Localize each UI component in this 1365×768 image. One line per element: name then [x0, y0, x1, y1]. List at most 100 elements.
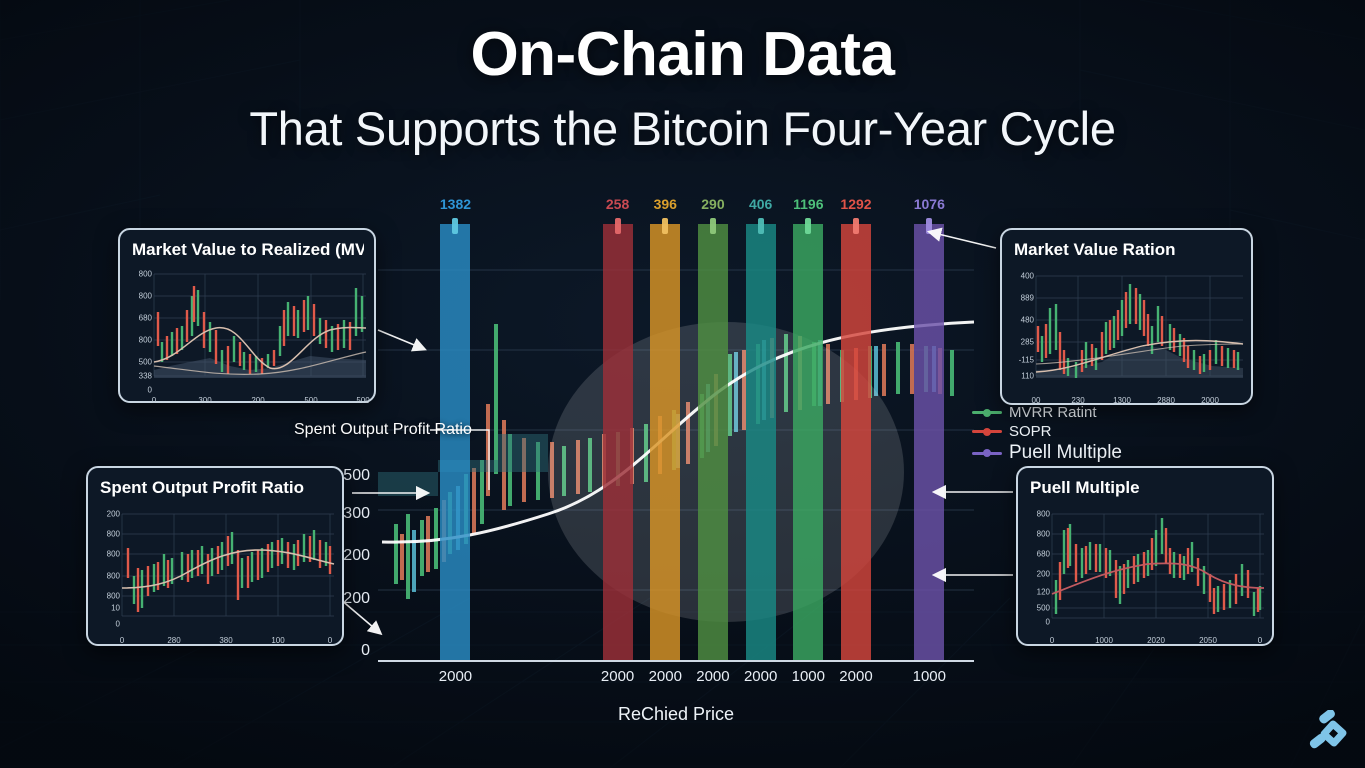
band-1292[interactable]	[840, 224, 871, 660]
card-puell-y-4: 120	[1036, 587, 1050, 597]
card-puell-y-6: 0	[1045, 617, 1050, 627]
card-mvrv-y-4: 500	[138, 357, 152, 367]
card-mvrv-x-3: 500	[304, 396, 318, 405]
legend-label-puell: Puell Multiple	[1009, 442, 1122, 463]
card-title-market-value-ration: Market Value Ration	[1014, 240, 1176, 259]
x-tick-label-3: 2000	[696, 668, 730, 685]
band-tick-7	[852, 218, 859, 234]
band-tick-1	[452, 218, 459, 234]
x-tick-label-0: 2000	[438, 668, 473, 685]
card-mvrv-x-0: 0	[151, 396, 157, 405]
legend-swatch-puell	[972, 449, 1002, 457]
card-mvr-x-0: 00	[1031, 396, 1041, 405]
card-plot-market-value-ration: 400 889 480 285 -115 110 00 230 1300 288…	[1012, 266, 1244, 405]
band-258[interactable]	[602, 224, 633, 660]
band-label-1292: 1292	[840, 196, 872, 212]
card-plot-mvrv: 800 800 680 800 500 338 0 0 300 200 500 …	[130, 266, 370, 406]
y-tick-label-5: 300	[343, 504, 370, 522]
band-tick-3	[662, 218, 669, 234]
card-title-mvrv: Market Value to Realized (MVRV (H)	[132, 240, 364, 259]
x-tick-label-5: 1000	[791, 668, 825, 685]
callout-card-market-value-ration[interactable]: Market Value Ration	[1000, 228, 1253, 405]
card-mvrv-y-3: 800	[138, 335, 152, 345]
card-sopr-y-6: 0	[115, 619, 120, 629]
y-tick-label-8: 0	[361, 642, 370, 659]
card-sopr-y-0: 200	[106, 509, 120, 519]
card-puell-x-2: 2020	[1147, 636, 1165, 645]
inline-note-spent-output-profit-ratio: Spent Output Profit Ratio	[294, 421, 472, 438]
brand-logo-icon	[1309, 710, 1347, 749]
band-label-406: 406	[748, 196, 773, 212]
title-block: On-Chain Data That Supports the Bitcoin …	[0, 22, 1365, 156]
x-axis-line	[378, 660, 974, 662]
card-puell-y-2: 680	[1036, 549, 1050, 559]
band-tick-8	[926, 218, 933, 234]
callout-card-mvrv-top-left[interactable]: Market Value to Realized (MVRV (H)	[118, 228, 376, 406]
band-396[interactable]	[650, 224, 681, 660]
callout-card-puell-multiple[interactable]: Puell Multiple	[1016, 466, 1274, 646]
main-chart: 1382 258 396 290 406 1196 1292 1076 1000…	[334, 196, 974, 724]
band-1196[interactable]	[793, 224, 824, 660]
x-tick-label-7: 1000	[912, 668, 946, 685]
chart-legend: MVRR Ratint SOPR Puell Multiple	[972, 404, 1122, 466]
y-tick-label-4: 500	[343, 467, 370, 484]
band-label-1196: 1196	[793, 196, 824, 212]
card-mvrv-x-2: 200	[251, 396, 265, 405]
band-label-1076: 1076	[913, 196, 945, 212]
card-sopr-x-2: 380	[219, 636, 233, 645]
legend-item-puell-multiple[interactable]: Puell Multiple	[972, 442, 1122, 464]
y-tick-label-6: 200	[343, 547, 370, 564]
band-tick-4	[709, 218, 716, 234]
legend-item-mvrr[interactable]: MVRR Ratint	[972, 404, 1122, 421]
card-mvr-y-5: 110	[1021, 371, 1034, 381]
card-mvrv-y-1: 800	[138, 291, 152, 301]
card-mvrv-y-5: 338	[138, 371, 152, 381]
band-tick-6	[805, 218, 812, 234]
card-puell-y-0: 800	[1036, 509, 1050, 519]
legend-swatch-mvrr	[972, 408, 1002, 417]
card-mvr-y-3: 285	[1020, 337, 1034, 347]
card-mvrv-y-2: 680	[138, 313, 152, 323]
legend-label-sopr: SOPR	[1009, 423, 1052, 440]
band-1382[interactable]	[440, 224, 471, 660]
band-1076[interactable]	[914, 224, 945, 660]
page-subtitle: That Supports the Bitcoin Four-Year Cycl…	[249, 102, 1116, 156]
card-puell-y-1: 800	[1036, 529, 1050, 539]
card-sopr-x-3: 100	[271, 636, 285, 645]
card-puell-x-3: 2050	[1199, 636, 1217, 645]
band-tick-2	[614, 218, 621, 234]
card-mvr-y-2: 480	[1020, 315, 1034, 325]
band-label-396: 396	[653, 196, 677, 212]
card-title-puell: Puell Multiple	[1030, 478, 1140, 497]
band-label-1382: 1382	[439, 196, 472, 212]
card-sopr-x-0: 0	[119, 636, 125, 645]
band-tick-5	[757, 218, 764, 234]
card-puell-x-1: 1000	[1095, 636, 1113, 645]
x-tick-label-4: 2000	[743, 668, 778, 685]
card-mvr-x-4: 2000	[1201, 396, 1219, 405]
card-puell-x-0: 0	[1049, 636, 1055, 645]
card-mvr-y-0: 400	[1020, 271, 1034, 281]
x-tick-label-1: 2000	[600, 668, 635, 685]
card-sopr-y-2: 800	[106, 549, 120, 559]
card-mvrv-x-4: 500	[356, 396, 370, 405]
band-label-258: 258	[605, 196, 630, 212]
card-sopr-y-1: 800	[106, 529, 120, 539]
card-puell-x-4: 0	[1257, 636, 1263, 645]
page-title: On-Chain Data	[470, 20, 895, 89]
band-290[interactable]	[697, 224, 728, 660]
card-sopr-x-4: 0	[327, 636, 333, 645]
card-sopr-y-4: 800	[106, 591, 120, 601]
card-mvrv-y-6: 0	[147, 385, 152, 395]
card-plot-sopr: 200 800 800 800 800 10 0 0 280 380 100 0	[98, 504, 335, 645]
card-mvr-x-1: 230	[1071, 396, 1085, 405]
card-sopr-y-3: 800	[106, 571, 120, 581]
legend-item-sopr[interactable]: SOPR	[972, 423, 1122, 440]
card-puell-y-3: 200	[1036, 569, 1050, 579]
callout-card-spent-output-profit-ratio[interactable]: Spent Output Profit Ratio	[86, 466, 344, 646]
card-sopr-y-5: 10	[111, 603, 120, 613]
card-plot-puell: 800 800 680 200 120 500 0 0 1000 2020 20…	[1028, 504, 1265, 645]
legend-swatch-sopr	[972, 427, 1002, 436]
x-tick-label-2: 2000	[648, 668, 682, 685]
band-406[interactable]	[745, 224, 776, 660]
